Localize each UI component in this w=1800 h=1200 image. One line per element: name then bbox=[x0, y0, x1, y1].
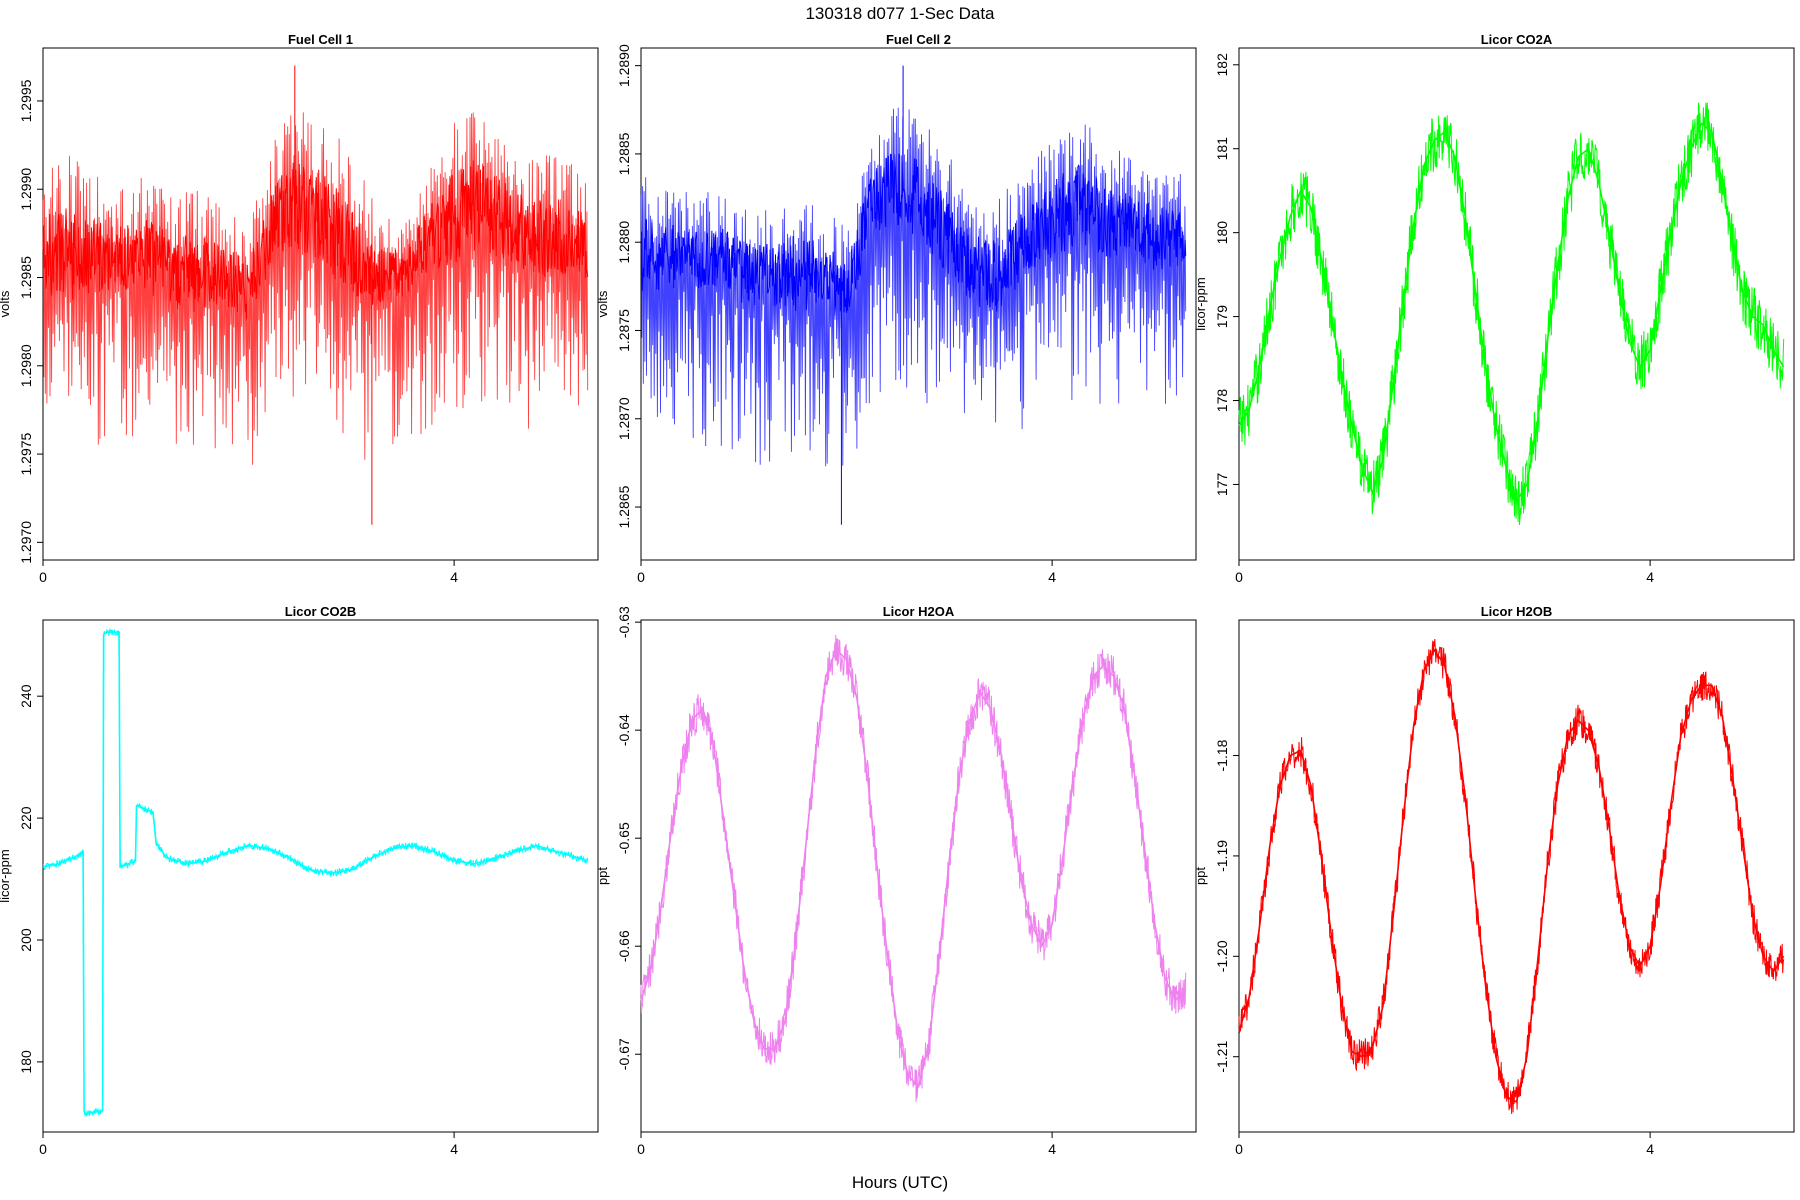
y-tick-label: -1.19 bbox=[1214, 840, 1230, 872]
panel-title: Licor CO2A bbox=[1481, 32, 1553, 47]
y-tick-label: -1.20 bbox=[1214, 940, 1230, 972]
series-line bbox=[1238, 638, 1785, 1114]
panel-title: Fuel Cell 1 bbox=[288, 32, 353, 47]
chart-panel-3: Licor CO2A licor-ppm 177 178 179 180 181 182 0 4 bbox=[1193, 32, 1795, 585]
figure-xlabel: Hours (UTC) bbox=[852, 1173, 948, 1192]
x-tick-label: 0 bbox=[637, 1141, 645, 1157]
series-trend bbox=[1238, 122, 1785, 504]
y-tick-label: -0.64 bbox=[616, 714, 632, 746]
y-tick-label: 240 bbox=[18, 684, 34, 708]
chart-panel-6: Licor H2OB ppt -1.21 -1.20 -1.19 -1.18 0 4 bbox=[1193, 604, 1795, 1157]
y-axis-label: volts bbox=[0, 290, 12, 317]
y-axis-label: volts bbox=[595, 290, 610, 317]
y-tick-label: -1.18 bbox=[1214, 739, 1230, 771]
panel-title: Licor H2OB bbox=[1481, 604, 1553, 619]
x-tick-label: 4 bbox=[450, 569, 458, 585]
y-axis-label: licor-ppm bbox=[1193, 277, 1208, 330]
y-axis-label: ppt bbox=[1193, 867, 1208, 885]
series-trend bbox=[640, 647, 1187, 1089]
x-tick-label: 4 bbox=[450, 1141, 458, 1157]
y-tick-label: -1.21 bbox=[1214, 1041, 1230, 1073]
y-tick-label: 1.2995 bbox=[18, 79, 34, 122]
y-tick-label: 1.2875 bbox=[616, 309, 632, 352]
y-tick-label: 200 bbox=[18, 928, 34, 952]
y-tick-label: -0.65 bbox=[616, 822, 632, 854]
y-tick-label: -0.63 bbox=[616, 606, 632, 638]
x-tick-label: 0 bbox=[1235, 569, 1243, 585]
series-line bbox=[640, 634, 1187, 1102]
y-tick-label: 220 bbox=[18, 806, 34, 830]
x-tick-label: 4 bbox=[1646, 1141, 1654, 1157]
x-tick-label: 4 bbox=[1048, 1141, 1056, 1157]
y-tick-label: 1.2980 bbox=[18, 344, 34, 387]
y-tick-label: 1.2975 bbox=[18, 432, 34, 475]
x-tick-label: 0 bbox=[39, 1141, 47, 1157]
series-line bbox=[42, 112, 589, 465]
chart-panel-1: Fuel Cell 1 volts 1.2970 1.2975 1.2980 1.2985… bbox=[0, 32, 599, 585]
chart-panel-5: Licor H2OA ppt -0.67 -0.66 -0.65 -0.64 -0.63 0 4 bbox=[595, 604, 1197, 1157]
figure-title: 130318 d077 1-Sec Data bbox=[805, 4, 995, 23]
x-tick-label: 0 bbox=[39, 569, 47, 585]
plot-frame bbox=[640, 619, 1197, 1133]
y-tick-label: 178 bbox=[1214, 389, 1230, 413]
series-line bbox=[42, 627, 589, 1118]
y-tick-label: 181 bbox=[1214, 137, 1230, 161]
series-core bbox=[640, 153, 1187, 316]
y-tick-label: -0.67 bbox=[616, 1038, 632, 1070]
series-trend bbox=[1238, 648, 1785, 1104]
y-tick-label: 1.2990 bbox=[18, 168, 34, 211]
plot-frame bbox=[640, 47, 1197, 561]
y-tick-label: 182 bbox=[1214, 53, 1230, 77]
y-tick-label: 179 bbox=[1214, 305, 1230, 329]
x-tick-label: 4 bbox=[1048, 569, 1056, 585]
series-trend bbox=[42, 631, 588, 1115]
y-tick-label: 1.2885 bbox=[616, 132, 632, 175]
y-tick-label: 177 bbox=[1214, 473, 1230, 497]
plot-frame bbox=[42, 47, 599, 561]
series-line bbox=[1238, 102, 1785, 526]
y-tick-label: 1.2970 bbox=[18, 521, 34, 564]
panels: Fuel Cell 1 volts 1.2970 1.2975 1.2980 1.2985… bbox=[0, 32, 1795, 1157]
y-tick-label: 1.2870 bbox=[616, 397, 632, 440]
y-tick-label: 1.2865 bbox=[616, 485, 632, 528]
x-tick-label: 0 bbox=[637, 569, 645, 585]
x-tick-label: 4 bbox=[1646, 569, 1654, 585]
y-axis-label: licor-ppm bbox=[0, 849, 12, 902]
y-tick-label: 1.2890 bbox=[616, 44, 632, 87]
panel-title: Licor H2OA bbox=[883, 604, 955, 619]
series-core bbox=[42, 160, 589, 320]
y-tick-label: 180 bbox=[18, 1050, 34, 1074]
x-tick-label: 0 bbox=[1235, 1141, 1243, 1157]
y-axis-label: ppt bbox=[595, 867, 610, 885]
y-tick-label: 1.2880 bbox=[616, 221, 632, 264]
chart-panel-2: Fuel Cell 2 volts 1.2865 1.2870 1.2875 1.2880… bbox=[595, 32, 1197, 585]
plot-frame bbox=[1238, 47, 1795, 561]
y-tick-label: 180 bbox=[1214, 221, 1230, 245]
plot-frame bbox=[42, 619, 599, 1133]
chart-panel-4: Licor CO2B licor-ppm 180 200 220 240 0 4 bbox=[0, 604, 599, 1157]
y-tick-label: -0.66 bbox=[616, 930, 632, 962]
panel-title: Licor CO2B bbox=[285, 604, 357, 619]
y-tick-label: 1.2985 bbox=[18, 256, 34, 299]
panel-title: Fuel Cell 2 bbox=[886, 32, 951, 47]
series-line bbox=[640, 107, 1187, 467]
plot-frame bbox=[1238, 619, 1795, 1133]
